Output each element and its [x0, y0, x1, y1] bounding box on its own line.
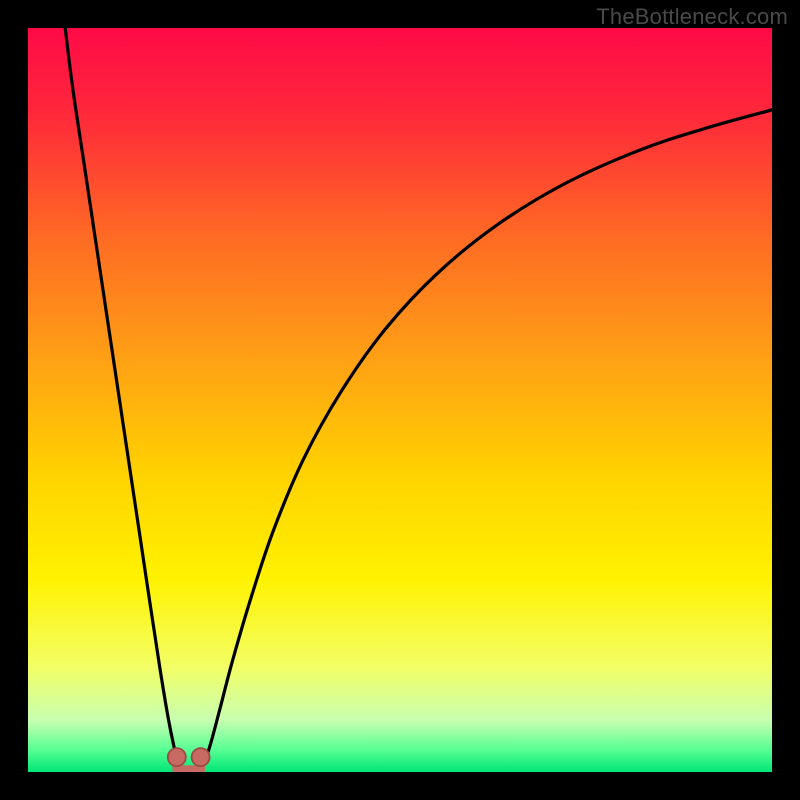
curve-marker: [168, 748, 186, 766]
watermark-text: TheBottleneck.com: [596, 4, 788, 30]
gradient-background: [28, 28, 772, 772]
bottleneck-chart: [28, 28, 772, 772]
chart-frame: TheBottleneck.com: [0, 0, 800, 800]
curve-marker: [192, 748, 210, 766]
